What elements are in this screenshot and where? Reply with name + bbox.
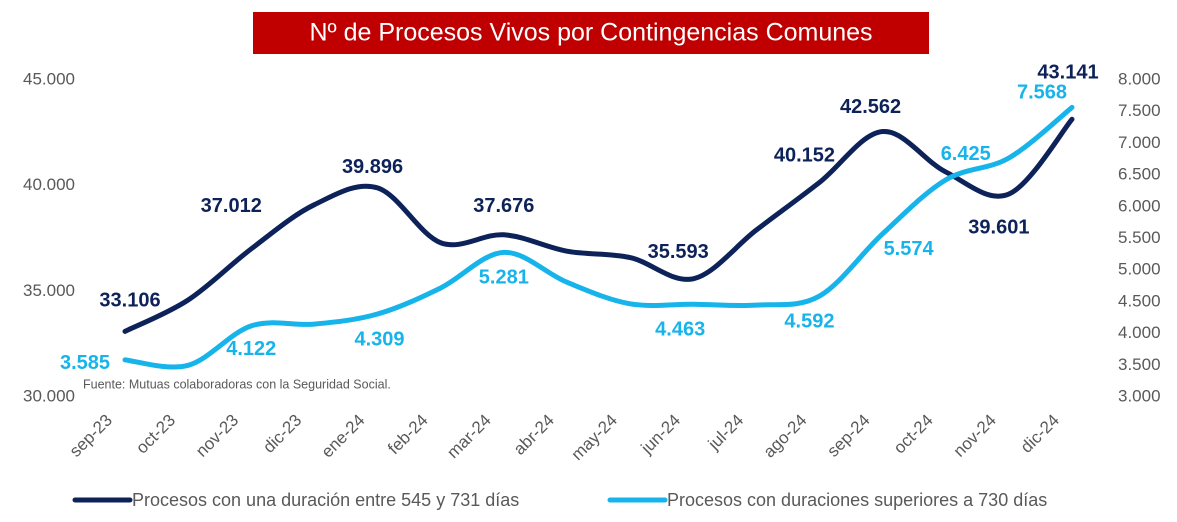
value-label: 39.896 bbox=[342, 156, 403, 178]
value-label: 39.601 bbox=[968, 216, 1029, 238]
y2-tick-label: 4.500 bbox=[1118, 291, 1161, 310]
x-tick-label: may-24 bbox=[568, 411, 622, 465]
y2-tick-label: 6.000 bbox=[1118, 196, 1161, 215]
value-label: 4.463 bbox=[655, 319, 705, 341]
value-label: 33.106 bbox=[99, 290, 160, 312]
x-tick-label: ene-24 bbox=[318, 411, 369, 462]
value-label: 37.676 bbox=[473, 195, 534, 217]
x-tick-label: feb-24 bbox=[384, 411, 432, 459]
series-line bbox=[122, 104, 1075, 370]
source-note: Fuente: Mutuas colaboradoras con la Segu… bbox=[83, 377, 391, 391]
value-label: 5.574 bbox=[884, 238, 935, 260]
y2-tick-label: 4.000 bbox=[1118, 323, 1161, 342]
x-tick-label: mar-24 bbox=[443, 411, 495, 463]
value-label: 5.281 bbox=[479, 267, 529, 289]
value-label: 4.122 bbox=[226, 338, 276, 360]
y2-tick-label: 7.500 bbox=[1118, 101, 1161, 120]
value-label: 4.309 bbox=[355, 328, 405, 350]
value-label: 37.012 bbox=[201, 195, 262, 217]
value-label: 3.585 bbox=[60, 352, 110, 374]
x-tick-label: ago-24 bbox=[760, 411, 811, 462]
y2-tick-label: 6.500 bbox=[1118, 165, 1161, 184]
y2-tick-label: 5.000 bbox=[1118, 260, 1161, 279]
value-label: 7.568 bbox=[1017, 82, 1067, 104]
y2-tick-label: 8.000 bbox=[1118, 69, 1161, 88]
y2-tick-label: 3.500 bbox=[1118, 355, 1161, 374]
y2-tick-label: 5.500 bbox=[1118, 228, 1161, 247]
x-tick-label: jun-24 bbox=[637, 411, 685, 459]
legend-label: Procesos con una duración entre 545 y 73… bbox=[132, 490, 519, 510]
y2-tick-label: 7.000 bbox=[1118, 133, 1161, 152]
y-tick-label: 40.000 bbox=[23, 175, 75, 194]
x-tick-label: dic-23 bbox=[259, 411, 305, 457]
x-tick-label: nov-23 bbox=[192, 411, 242, 461]
series-line bbox=[122, 116, 1075, 334]
value-label: 35.593 bbox=[648, 241, 709, 263]
x-tick-label: sep-24 bbox=[823, 411, 873, 461]
legend-label: Procesos con duraciones superiores a 730… bbox=[667, 490, 1047, 510]
value-label: 4.592 bbox=[784, 310, 834, 332]
x-tick-label: abr-24 bbox=[510, 411, 558, 459]
value-label: 40.152 bbox=[774, 145, 835, 167]
chart-title: Nº de Procesos Vivos por Contingencias C… bbox=[309, 19, 872, 47]
y2-tick-label: 3.000 bbox=[1118, 386, 1161, 405]
x-tick-label: nov-24 bbox=[950, 411, 1000, 461]
x-tick-label: oct-23 bbox=[132, 411, 179, 458]
x-tick-label: sep-23 bbox=[66, 411, 116, 461]
y-tick-label: 35.000 bbox=[23, 281, 75, 300]
title-box bbox=[253, 12, 929, 54]
x-tick-label: oct-24 bbox=[890, 411, 937, 458]
y-tick-label: 45.000 bbox=[23, 69, 75, 88]
value-label: 43.141 bbox=[1037, 62, 1098, 84]
y-tick-label: 30.000 bbox=[23, 386, 75, 405]
x-tick-label: dic-24 bbox=[1017, 411, 1063, 457]
value-label: 42.562 bbox=[840, 96, 901, 118]
x-tick-label: jul-24 bbox=[704, 411, 748, 455]
value-label: 6.425 bbox=[941, 143, 991, 165]
